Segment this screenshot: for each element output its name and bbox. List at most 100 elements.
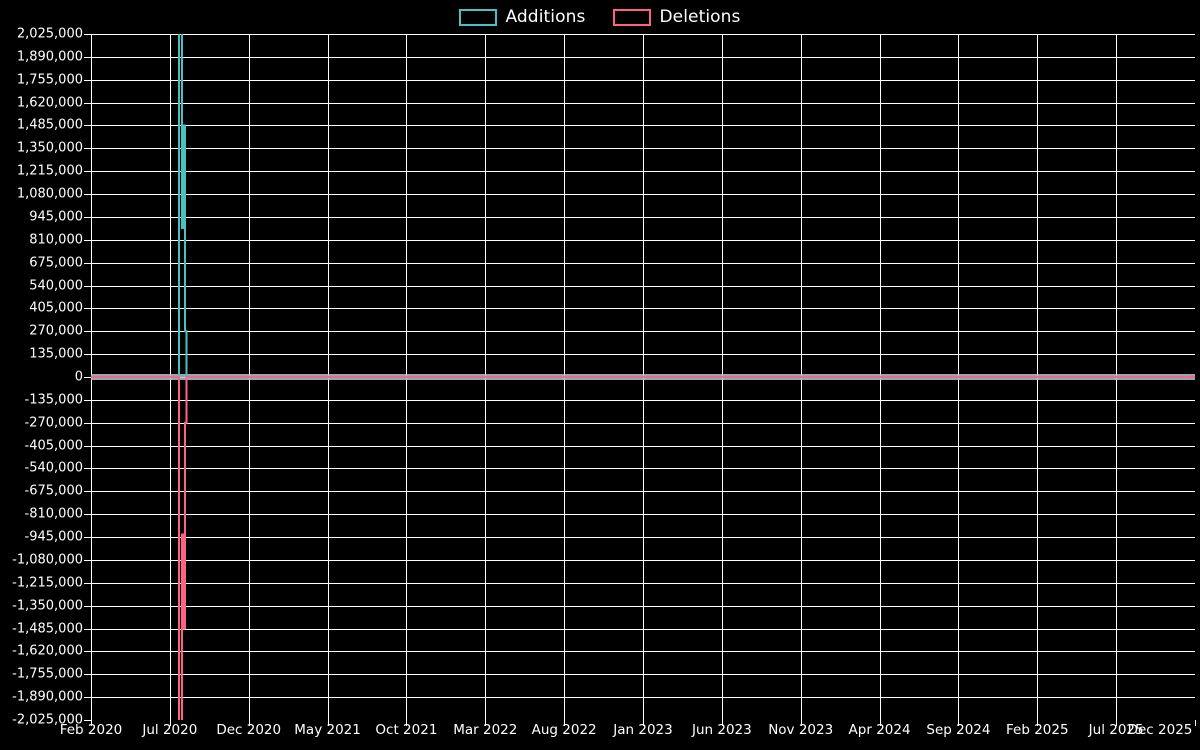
x-tick-mark — [643, 720, 644, 726]
gridline-horizontal — [91, 629, 1195, 630]
gridline-horizontal — [91, 651, 1195, 652]
y-tick-label: -675,000 — [24, 483, 83, 499]
y-tick-label: -1,350,000 — [12, 598, 83, 614]
gridline-horizontal — [91, 446, 1195, 447]
y-tick-mark — [84, 468, 91, 469]
x-tick-mark — [485, 720, 486, 726]
legend-item-additions[interactable]: Additions — [459, 8, 585, 26]
series-line — [91, 34, 1195, 378]
legend-swatch-deletions — [613, 8, 652, 26]
x-tick-label: Apr 2024 — [848, 722, 911, 738]
y-tick-label: 540,000 — [29, 278, 83, 294]
series-layer — [91, 34, 1195, 720]
x-tick-label: Jun 2023 — [691, 722, 752, 738]
y-tick-label: -270,000 — [24, 415, 83, 431]
legend-label-deletions: Deletions — [659, 6, 741, 27]
gridline-horizontal — [91, 674, 1195, 675]
y-tick-label: -945,000 — [24, 529, 83, 545]
plot-area — [91, 34, 1195, 720]
y-tick-mark — [84, 583, 91, 584]
x-tick-mark — [91, 720, 92, 726]
gridline-horizontal — [91, 560, 1195, 561]
series-line — [91, 376, 1195, 720]
y-tick-mark — [84, 308, 91, 309]
x-tick-mark — [1195, 720, 1196, 726]
gridline-horizontal — [91, 308, 1195, 309]
y-tick-label: -405,000 — [24, 438, 83, 454]
y-tick-mark — [84, 697, 91, 698]
x-tick-mark — [801, 720, 802, 726]
y-tick-label: -1,080,000 — [12, 552, 83, 568]
chart-legend: Additions Deletions — [0, 0, 1200, 34]
y-tick-label: -540,000 — [24, 460, 83, 476]
y-tick-label: 1,755,000 — [16, 72, 83, 88]
y-tick-label: 0 — [74, 369, 83, 385]
legend-item-deletions[interactable]: Deletions — [613, 6, 741, 27]
y-tick-label: 405,000 — [29, 300, 83, 316]
gridline-horizontal — [91, 400, 1195, 401]
gridline-horizontal — [91, 194, 1195, 195]
y-tick-mark — [84, 446, 91, 447]
y-tick-label: 945,000 — [29, 209, 83, 225]
y-tick-mark — [84, 263, 91, 264]
y-tick-mark — [84, 629, 91, 630]
gridline-horizontal — [91, 80, 1195, 81]
y-tick-mark — [84, 377, 91, 378]
y-tick-label: -1,755,000 — [12, 666, 83, 682]
y-tick-mark — [84, 194, 91, 195]
x-tick-label: Feb 2025 — [1006, 722, 1069, 738]
x-tick-mark — [1037, 720, 1038, 726]
x-tick-label: Sep 2024 — [926, 722, 991, 738]
y-tick-label: -1,485,000 — [12, 621, 83, 637]
y-tick-mark — [84, 217, 91, 218]
gridline-horizontal — [91, 34, 1195, 35]
y-tick-mark — [84, 103, 91, 104]
gridline-horizontal — [91, 103, 1195, 104]
y-tick-mark — [84, 354, 91, 355]
gridline-horizontal — [91, 468, 1195, 469]
x-tick-label: Jul 2020 — [142, 722, 198, 738]
y-tick-mark — [84, 57, 91, 58]
y-tick-label: 1,620,000 — [16, 95, 83, 111]
gridline-horizontal — [91, 491, 1195, 492]
y-tick-mark — [84, 34, 91, 35]
y-tick-mark — [84, 560, 91, 561]
y-tick-mark — [84, 331, 91, 332]
gridline-horizontal — [91, 263, 1195, 264]
y-tick-mark — [84, 423, 91, 424]
y-tick-label: 1,350,000 — [16, 140, 83, 156]
y-tick-label: 1,890,000 — [16, 49, 83, 65]
gridline-horizontal — [91, 514, 1195, 515]
y-tick-label: 810,000 — [29, 232, 83, 248]
gridline-horizontal — [91, 606, 1195, 607]
gridline-horizontal — [91, 537, 1195, 538]
x-tick-label: Dec 2020 — [216, 722, 282, 738]
x-tick-mark — [564, 720, 565, 726]
y-tick-label: -810,000 — [24, 506, 83, 522]
gridline-horizontal — [91, 171, 1195, 172]
y-tick-mark — [84, 240, 91, 241]
y-tick-label: -2,025,000 — [12, 712, 83, 728]
y-tick-label: -1,620,000 — [12, 643, 83, 659]
y-tick-label: 675,000 — [29, 255, 83, 271]
gridline-horizontal — [91, 354, 1195, 355]
gridline-horizontal — [91, 583, 1195, 584]
x-tick-label: May 2021 — [294, 722, 361, 738]
gridline-horizontal — [91, 331, 1195, 332]
x-tick-label: Jan 2023 — [613, 722, 673, 738]
gridline-horizontal — [91, 240, 1195, 241]
x-tick-label: Mar 2022 — [453, 722, 518, 738]
y-tick-mark — [84, 171, 91, 172]
y-tick-label: 270,000 — [29, 323, 83, 339]
y-tick-mark — [84, 286, 91, 287]
gridline-horizontal — [91, 423, 1195, 424]
x-tick-label: Dec 2025 — [1127, 722, 1193, 738]
y-tick-mark — [84, 606, 91, 607]
x-tick-mark — [1116, 720, 1117, 726]
x-tick-mark — [880, 720, 881, 726]
y-tick-label: 1,485,000 — [16, 117, 83, 133]
y-tick-mark — [84, 148, 91, 149]
y-tick-label: -1,890,000 — [12, 689, 83, 705]
y-tick-label: 1,080,000 — [16, 186, 83, 202]
gridline-horizontal — [91, 57, 1195, 58]
